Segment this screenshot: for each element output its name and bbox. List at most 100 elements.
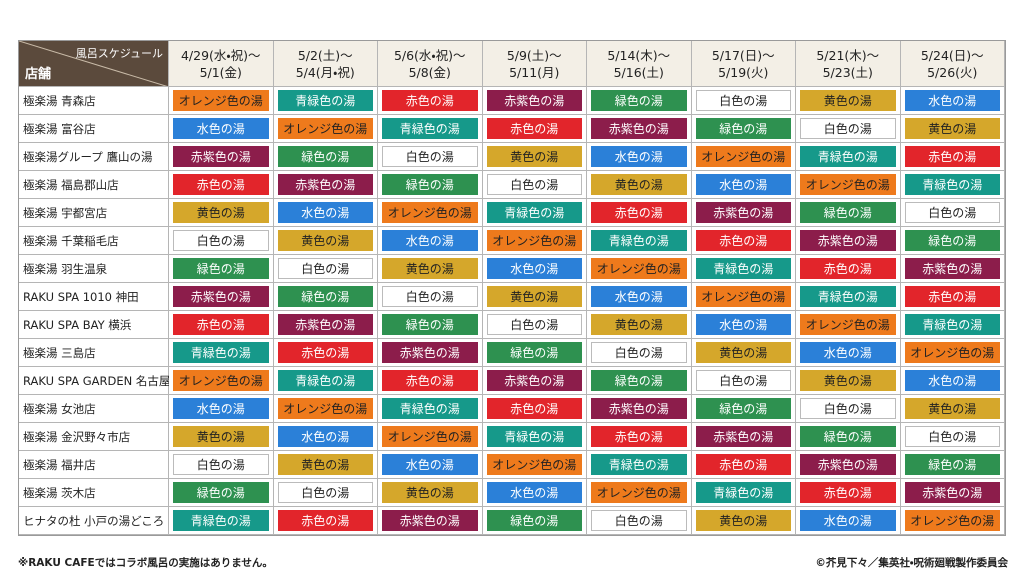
bath-label: 緑色の湯 — [486, 342, 582, 363]
bath-label: 青緑色の湯 — [486, 202, 582, 223]
corner-top-label: 風呂スケジュール — [75, 47, 163, 60]
schedule-slot: 赤色の湯 — [169, 171, 274, 199]
store-name: 極楽湯 福井店 — [19, 451, 169, 479]
bath-label: 白色の湯 — [382, 286, 478, 307]
store-name: 極楽湯 女池店 — [19, 395, 169, 423]
schedule-slot: 水色の湯 — [169, 395, 274, 423]
schedule-slot: 緑色の湯 — [587, 367, 692, 395]
schedule-slot: 水色の湯 — [273, 423, 378, 451]
schedule-slot: 赤紫色の湯 — [169, 283, 274, 311]
schedule-slot: 赤紫色の湯 — [587, 115, 692, 143]
schedule-slot: 赤紫色の湯 — [482, 87, 587, 115]
schedule-slot: 水色の湯 — [796, 339, 901, 367]
schedule-slot: 黄色の湯 — [796, 367, 901, 395]
column-header: 5/24(日)～ 5/26(火) — [900, 41, 1005, 87]
column-header: 5/14(木)～ 5/16(土) — [587, 41, 692, 87]
schedule-slot: 青緑色の湯 — [691, 479, 796, 507]
bath-label: 緑色の湯 — [591, 370, 687, 391]
schedule-slot: 青緑色の湯 — [273, 87, 378, 115]
bath-label: 青緑色の湯 — [486, 426, 582, 447]
schedule-slot: 緑色の湯 — [378, 171, 483, 199]
schedule-slot: オレンジ色の湯 — [482, 451, 587, 479]
schedule-slot: 青緑色の湯 — [587, 451, 692, 479]
schedule-slot: 水色の湯 — [169, 115, 274, 143]
schedule-slot: 白色の湯 — [587, 507, 692, 535]
bath-label: 青緑色の湯 — [277, 90, 373, 111]
bath-label: 緑色の湯 — [486, 510, 582, 531]
bath-label: 水色の湯 — [173, 118, 269, 139]
bath-label: 水色の湯 — [382, 454, 478, 475]
corner-bottom-label: 店舗 — [25, 67, 52, 82]
column-end: 5/1(金) — [199, 64, 242, 80]
bath-label: 白色の湯 — [904, 426, 1000, 447]
bath-label: 赤紫色の湯 — [695, 202, 791, 223]
column-start: 5/21(木)～ — [816, 47, 880, 63]
schedule-slot: 水色の湯 — [900, 87, 1005, 115]
bath-label: 緑色の湯 — [695, 398, 791, 419]
bath-label: 黄色の湯 — [800, 370, 896, 391]
schedule-slot: 青緑色の湯 — [691, 255, 796, 283]
schedule-slot: 青緑色の湯 — [169, 507, 274, 535]
schedule-slot: 青緑色の湯 — [482, 423, 587, 451]
column-header: 5/6(水・祝)～ 5/8(金) — [378, 41, 483, 87]
schedule-slot: 白色の湯 — [691, 367, 796, 395]
bath-label: オレンジ色の湯 — [591, 258, 687, 279]
bath-label: 赤色の湯 — [695, 454, 791, 475]
schedule-slot: 緑色の湯 — [796, 199, 901, 227]
bath-label: 赤紫色の湯 — [904, 482, 1000, 503]
column-header: 5/17(日)～ 5/19(火) — [691, 41, 796, 87]
bath-label: 青緑色の湯 — [695, 482, 791, 503]
schedule-slot: オレンジ色の湯 — [378, 423, 483, 451]
bath-label: 水色の湯 — [173, 398, 269, 419]
column-start: 5/9(土)～ — [506, 47, 562, 63]
bath-label: 赤紫色の湯 — [695, 426, 791, 447]
column-header: 4/29(水・祝)～ 5/1(金) — [169, 41, 274, 87]
bath-label: 水色の湯 — [382, 230, 478, 251]
bath-label: オレンジ色の湯 — [486, 454, 582, 475]
bath-label: 黄色の湯 — [173, 426, 269, 447]
schedule-slot: 緑色の湯 — [169, 255, 274, 283]
store-name: 極楽湯 羽生温泉 — [19, 255, 169, 283]
schedule-slot: 黄色の湯 — [900, 395, 1005, 423]
schedule-slot: 青緑色の湯 — [796, 143, 901, 171]
schedule-slot: 赤色の湯 — [691, 451, 796, 479]
bath-label: 白色の湯 — [904, 202, 1000, 223]
schedule-slot: 赤紫色の湯 — [273, 311, 378, 339]
bath-label: オレンジ色の湯 — [695, 146, 791, 167]
schedule-slot: 緑色の湯 — [691, 395, 796, 423]
bath-label: 黄色の湯 — [695, 342, 791, 363]
store-name: 極楽湯 三島店 — [19, 339, 169, 367]
schedule-slot: 白色の湯 — [796, 115, 901, 143]
bath-label: 緑色の湯 — [277, 146, 373, 167]
bath-label: 黄色の湯 — [173, 202, 269, 223]
bath-label: 白色の湯 — [486, 314, 582, 335]
schedule-slot: オレンジ色の湯 — [587, 479, 692, 507]
schedule-slot: 水色の湯 — [273, 199, 378, 227]
store-name: 極楽湯 青森店 — [19, 87, 169, 115]
schedule-slot: 青緑色の湯 — [587, 227, 692, 255]
schedule-slot: 赤紫色の湯 — [691, 199, 796, 227]
schedule-slot: 赤紫色の湯 — [482, 367, 587, 395]
store-name: ヒナタの杜 小戸の湯どころ — [19, 507, 169, 535]
bath-label: 青緑色の湯 — [904, 174, 1000, 195]
column-start: 5/24(日)～ — [920, 47, 984, 63]
schedule-slot: 黄色の湯 — [273, 227, 378, 255]
bath-label: 赤紫色の湯 — [486, 90, 582, 111]
bath-label: 緑色の湯 — [173, 482, 269, 503]
bath-label: 赤色の湯 — [904, 286, 1000, 307]
store-name: RAKU SPA 1010 神田 — [19, 283, 169, 311]
bath-label: オレンジ色の湯 — [382, 202, 478, 223]
bath-label: 緑色の湯 — [591, 90, 687, 111]
bath-label: 黄色の湯 — [591, 314, 687, 335]
schedule-slot: 赤色の湯 — [169, 311, 274, 339]
bath-label: 赤紫色の湯 — [382, 342, 478, 363]
bath-label: 白色の湯 — [800, 118, 896, 139]
schedule-slot: オレンジ色の湯 — [273, 395, 378, 423]
schedule-slot: 赤紫色の湯 — [691, 423, 796, 451]
schedule-slot: 青緑色の湯 — [378, 115, 483, 143]
store-name: 極楽湯 茨木店 — [19, 479, 169, 507]
schedule-slot: オレンジ色の湯 — [378, 199, 483, 227]
schedule-slot: 緑色の湯 — [273, 143, 378, 171]
schedule-slot: 白色の湯 — [482, 311, 587, 339]
bath-label: 黄色の湯 — [382, 258, 478, 279]
